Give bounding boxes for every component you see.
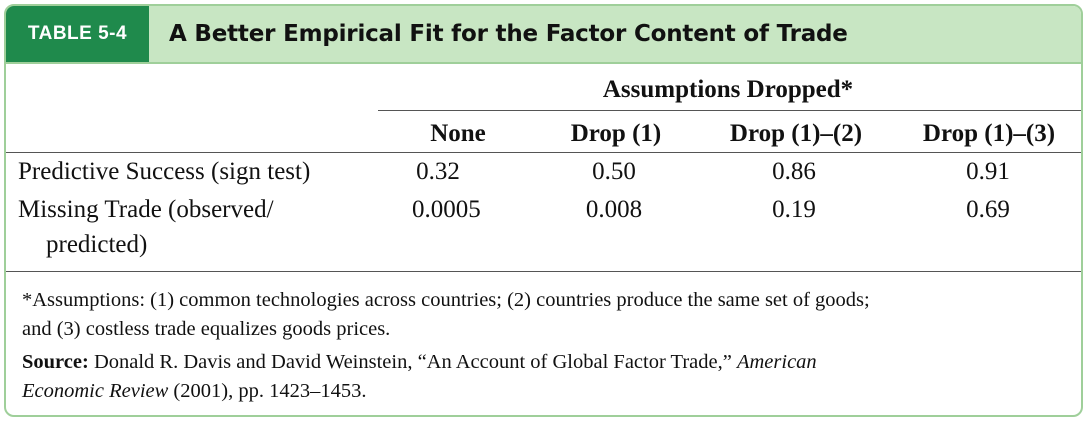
row-label-predictive-success: Predictive Success (sign test) [18,158,311,185]
column-header-drop-1: Drop (1) [570,120,662,147]
source-line-2: Economic Review (2001), pp. 1423–1453. [22,377,366,406]
source-pages: (2001), pp. 1423–1453. [168,380,367,402]
row-label-missing-trade-cont: predicted) [46,231,148,258]
source-line-1: Source: Donald R. Davis and David Weinst… [22,348,817,377]
group-header: Assumptions Dropped* [602,76,854,103]
table-cell: 0.86 [772,158,816,185]
footnote-line-1: *Assumptions: (1) common technologies ac… [22,289,870,311]
table-cell: 0.0005 [412,196,481,223]
column-header-drop-1-2: Drop (1)–(2) [729,120,863,147]
table-title: A Better Empirical Fit for the Factor Co… [169,21,848,47]
column-header-rule [6,152,1081,153]
source-citation: Donald R. Davis and David Weinstein, “An… [88,351,737,373]
table-cell: 0.69 [966,196,1010,223]
footnote-rule [6,271,1081,272]
table-number-tag: TABLE 5-4 [6,6,149,62]
source-journal-part1: American [736,351,817,373]
table-frame: TABLE 5-4 A Better Empirical Fit for the… [4,4,1083,417]
source-label: Source: [22,351,89,373]
source-journal-part2: Economic Review [22,380,169,402]
column-header-drop-1-3: Drop (1)–(3) [922,120,1056,147]
table-cell: 0.50 [592,158,636,185]
table-cell: 0.32 [416,158,460,185]
column-header-none: None [430,120,486,147]
table-header-bar: TABLE 5-4 A Better Empirical Fit for the… [6,6,1081,64]
table-cell: 0.19 [772,196,816,223]
footnote-line-2: and (3) costless trade equalizes goods p… [22,318,391,340]
table-cell: 0.91 [966,158,1010,185]
table-cell: 0.008 [585,196,643,223]
row-label-missing-trade: Missing Trade (observed/ [18,196,274,223]
group-header-rule [378,110,1081,111]
